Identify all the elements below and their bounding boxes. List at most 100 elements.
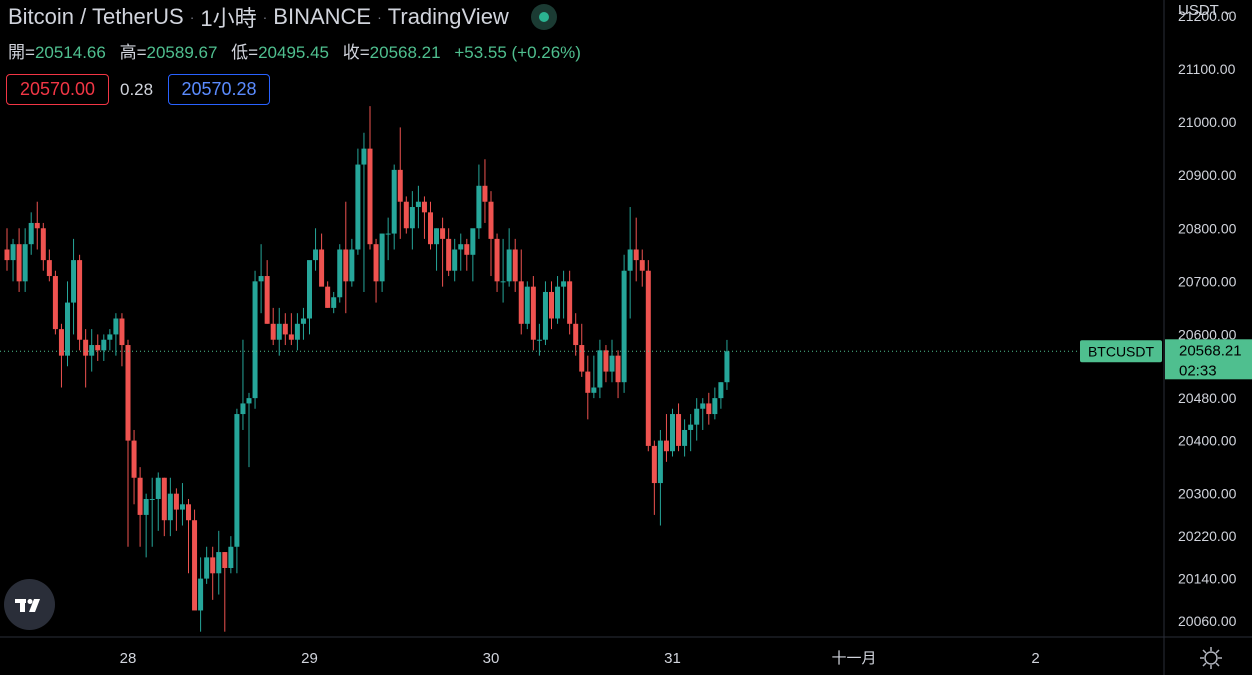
y-tick-label: 20300.00 [1178,486,1237,502]
candle [670,408,675,457]
market-status-icon[interactable] [530,4,557,30]
source-label: TradingView [387,4,509,29]
candle [512,238,518,292]
high-value: 20589.67 [146,43,218,62]
candle-body [506,249,512,282]
candle-body [397,169,403,202]
candle-body [149,498,155,500]
candle-body [89,345,95,356]
separator-dot: · [189,9,195,25]
settings-gear-icon[interactable] [1199,646,1223,670]
x-tick-label: 十一月 [831,650,876,667]
candle-body [591,387,597,393]
candle [694,398,700,441]
candle [542,281,548,346]
candle [307,260,312,335]
candle [131,429,137,505]
candle-body [385,233,391,235]
candle-body [198,578,204,611]
candle-body [192,520,198,611]
candle-body [561,281,567,287]
candle [440,217,446,287]
candle-body [524,286,530,324]
candle-body [670,414,675,452]
candle-body [603,350,609,372]
candle-body [307,260,312,319]
candle-body [633,249,639,261]
candle-body [300,318,306,324]
open-label: 開= [8,43,35,62]
candle [282,313,288,346]
tradingview-logo-icon[interactable] [4,579,55,630]
candle-body [567,281,573,324]
candle-body [4,249,10,261]
candle [682,419,688,457]
x-tick-label: 29 [301,650,318,667]
candle-body [361,148,367,165]
candle [77,254,83,351]
candle [300,307,306,340]
candle-body [391,169,397,234]
candle-body [270,323,276,340]
y-tick-label: 20480.00 [1178,390,1237,406]
low-label: 低= [231,43,259,62]
candle [482,159,488,223]
candle-body [167,493,173,521]
candle [615,350,621,399]
candle [65,281,70,367]
buy-button[interactable]: 20570.28 [168,74,270,105]
candle-body [415,201,421,208]
candle-body [518,281,524,324]
candle [52,270,58,335]
candle [470,228,476,282]
y-tick-label: 20800.00 [1178,220,1237,236]
candle [349,238,355,287]
candle-body [724,351,730,383]
candle-body [28,222,34,245]
candle [198,557,204,632]
candle [530,276,536,351]
candle [107,329,113,351]
last-price-value: 20568.21 [1179,342,1242,359]
sell-button[interactable]: 20570.00 [6,74,109,105]
candle-body [488,201,494,239]
candle [234,408,240,574]
candle [361,132,367,292]
symbol-header[interactable]: Bitcoin / TetherUS · 1小時 · BINANCE · Tra… [8,2,557,32]
candle [71,238,77,335]
candle [34,201,40,250]
tv-logo-icon [14,598,40,612]
currency-selector[interactable]: USDT ⌄ [1178,2,1232,19]
candle-body [458,244,464,250]
candle [549,281,554,330]
candle-body [22,244,28,282]
candle-body [222,552,228,568]
open-value: 20514.66 [34,43,106,62]
exchange-label: BINANCE [273,4,372,29]
candle [179,483,185,526]
candle-body [294,323,300,340]
candle [155,472,161,531]
y-tick-label: 20400.00 [1178,433,1237,449]
candle-body [343,249,349,282]
candle-body [276,323,282,340]
candle-body [58,329,64,356]
candle [724,339,730,390]
symbol-name[interactable]: Bitcoin / TetherUS [8,4,184,29]
candle [222,552,228,632]
candle [367,106,373,250]
candle [385,217,391,261]
candle [567,270,573,335]
candle-body [464,244,470,255]
candle-body [676,414,682,446]
candle [161,477,167,537]
candle [204,546,210,584]
candle [276,307,282,356]
candle-body [204,557,210,579]
candle-body [179,504,185,510]
candle [373,238,379,303]
interval-label[interactable]: 1小時 [200,6,257,31]
candle-body [452,249,458,271]
candle [16,228,22,292]
